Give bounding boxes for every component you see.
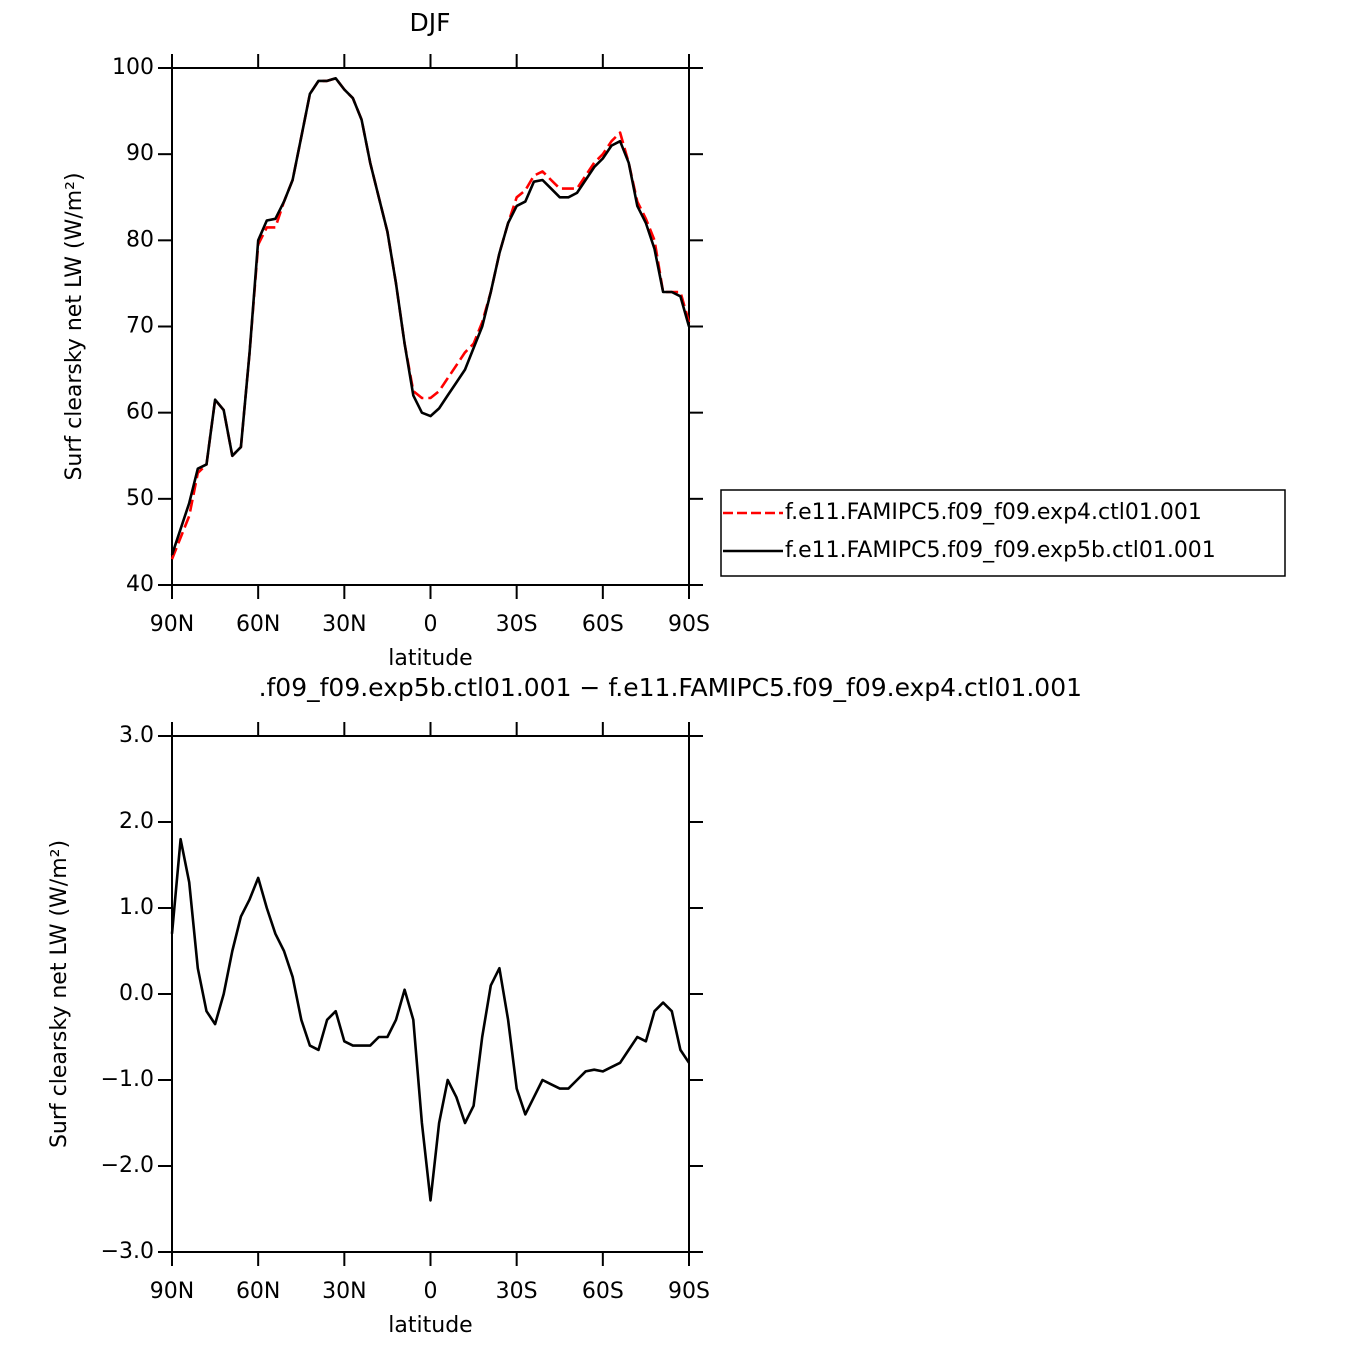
y-axis-label: Surf clearsky net LW (W/m²) xyxy=(62,172,87,480)
data-line xyxy=(170,77,691,556)
legend-box xyxy=(720,489,1286,577)
x-tick-label: 60S xyxy=(582,1279,624,1304)
x-tick-label: 90N xyxy=(150,1279,194,1304)
y-tick-label: −2.0 xyxy=(101,1153,154,1178)
x-tick-label: 30N xyxy=(322,1279,366,1304)
legend-label: f.e11.FAMIPC5.f09_f09.exp5b.ctl01.001 xyxy=(785,538,1216,563)
data-line xyxy=(170,837,691,1202)
x-tick-label: 0 xyxy=(424,612,438,637)
y-tick-label: −3.0 xyxy=(101,1239,154,1264)
x-tick-label: 30S xyxy=(496,612,538,637)
x-tick-label: 60S xyxy=(582,612,624,637)
y-tick-label: 0.0 xyxy=(119,981,154,1006)
y-tick-label: 40 xyxy=(126,572,154,597)
x-axis-label: latitude xyxy=(388,1313,472,1338)
y-tick-label: 70 xyxy=(126,314,154,339)
data-line xyxy=(170,77,691,560)
y-tick-label: 1.0 xyxy=(119,895,154,920)
x-tick-label: 30S xyxy=(496,1279,538,1304)
x-tick-label: 60N xyxy=(236,612,280,637)
x-tick-label: 90N xyxy=(150,612,194,637)
y-tick-label: 90 xyxy=(126,141,154,166)
x-tick-label: 90S xyxy=(668,1279,710,1304)
x-axis-label: latitude xyxy=(388,646,472,671)
x-tick-label: 0 xyxy=(424,1279,438,1304)
y-tick-label: 60 xyxy=(126,400,154,425)
legend-label: f.e11.FAMIPC5.f09_f09.exp4.ctl01.001 xyxy=(785,500,1202,525)
chart-title: DJF xyxy=(409,8,450,37)
x-tick-label: 60N xyxy=(236,1279,280,1304)
x-tick-label: 30N xyxy=(322,612,366,637)
y-tick-label: −1.0 xyxy=(101,1067,154,1092)
plot-frame xyxy=(171,735,690,1253)
y-tick-label: 80 xyxy=(126,227,154,252)
x-tick-label: 90S xyxy=(668,612,710,637)
y-tick-label: 3.0 xyxy=(119,723,154,748)
y-axis-label: Surf clearsky net LW (W/m²) xyxy=(47,840,72,1148)
y-tick-label: 2.0 xyxy=(119,809,154,834)
chart-title: .f09_f09.exp5b.ctl01.001 − f.e11.FAMIPC5… xyxy=(259,673,1082,702)
y-tick-label: 50 xyxy=(126,486,154,511)
y-tick-label: 100 xyxy=(112,55,154,80)
